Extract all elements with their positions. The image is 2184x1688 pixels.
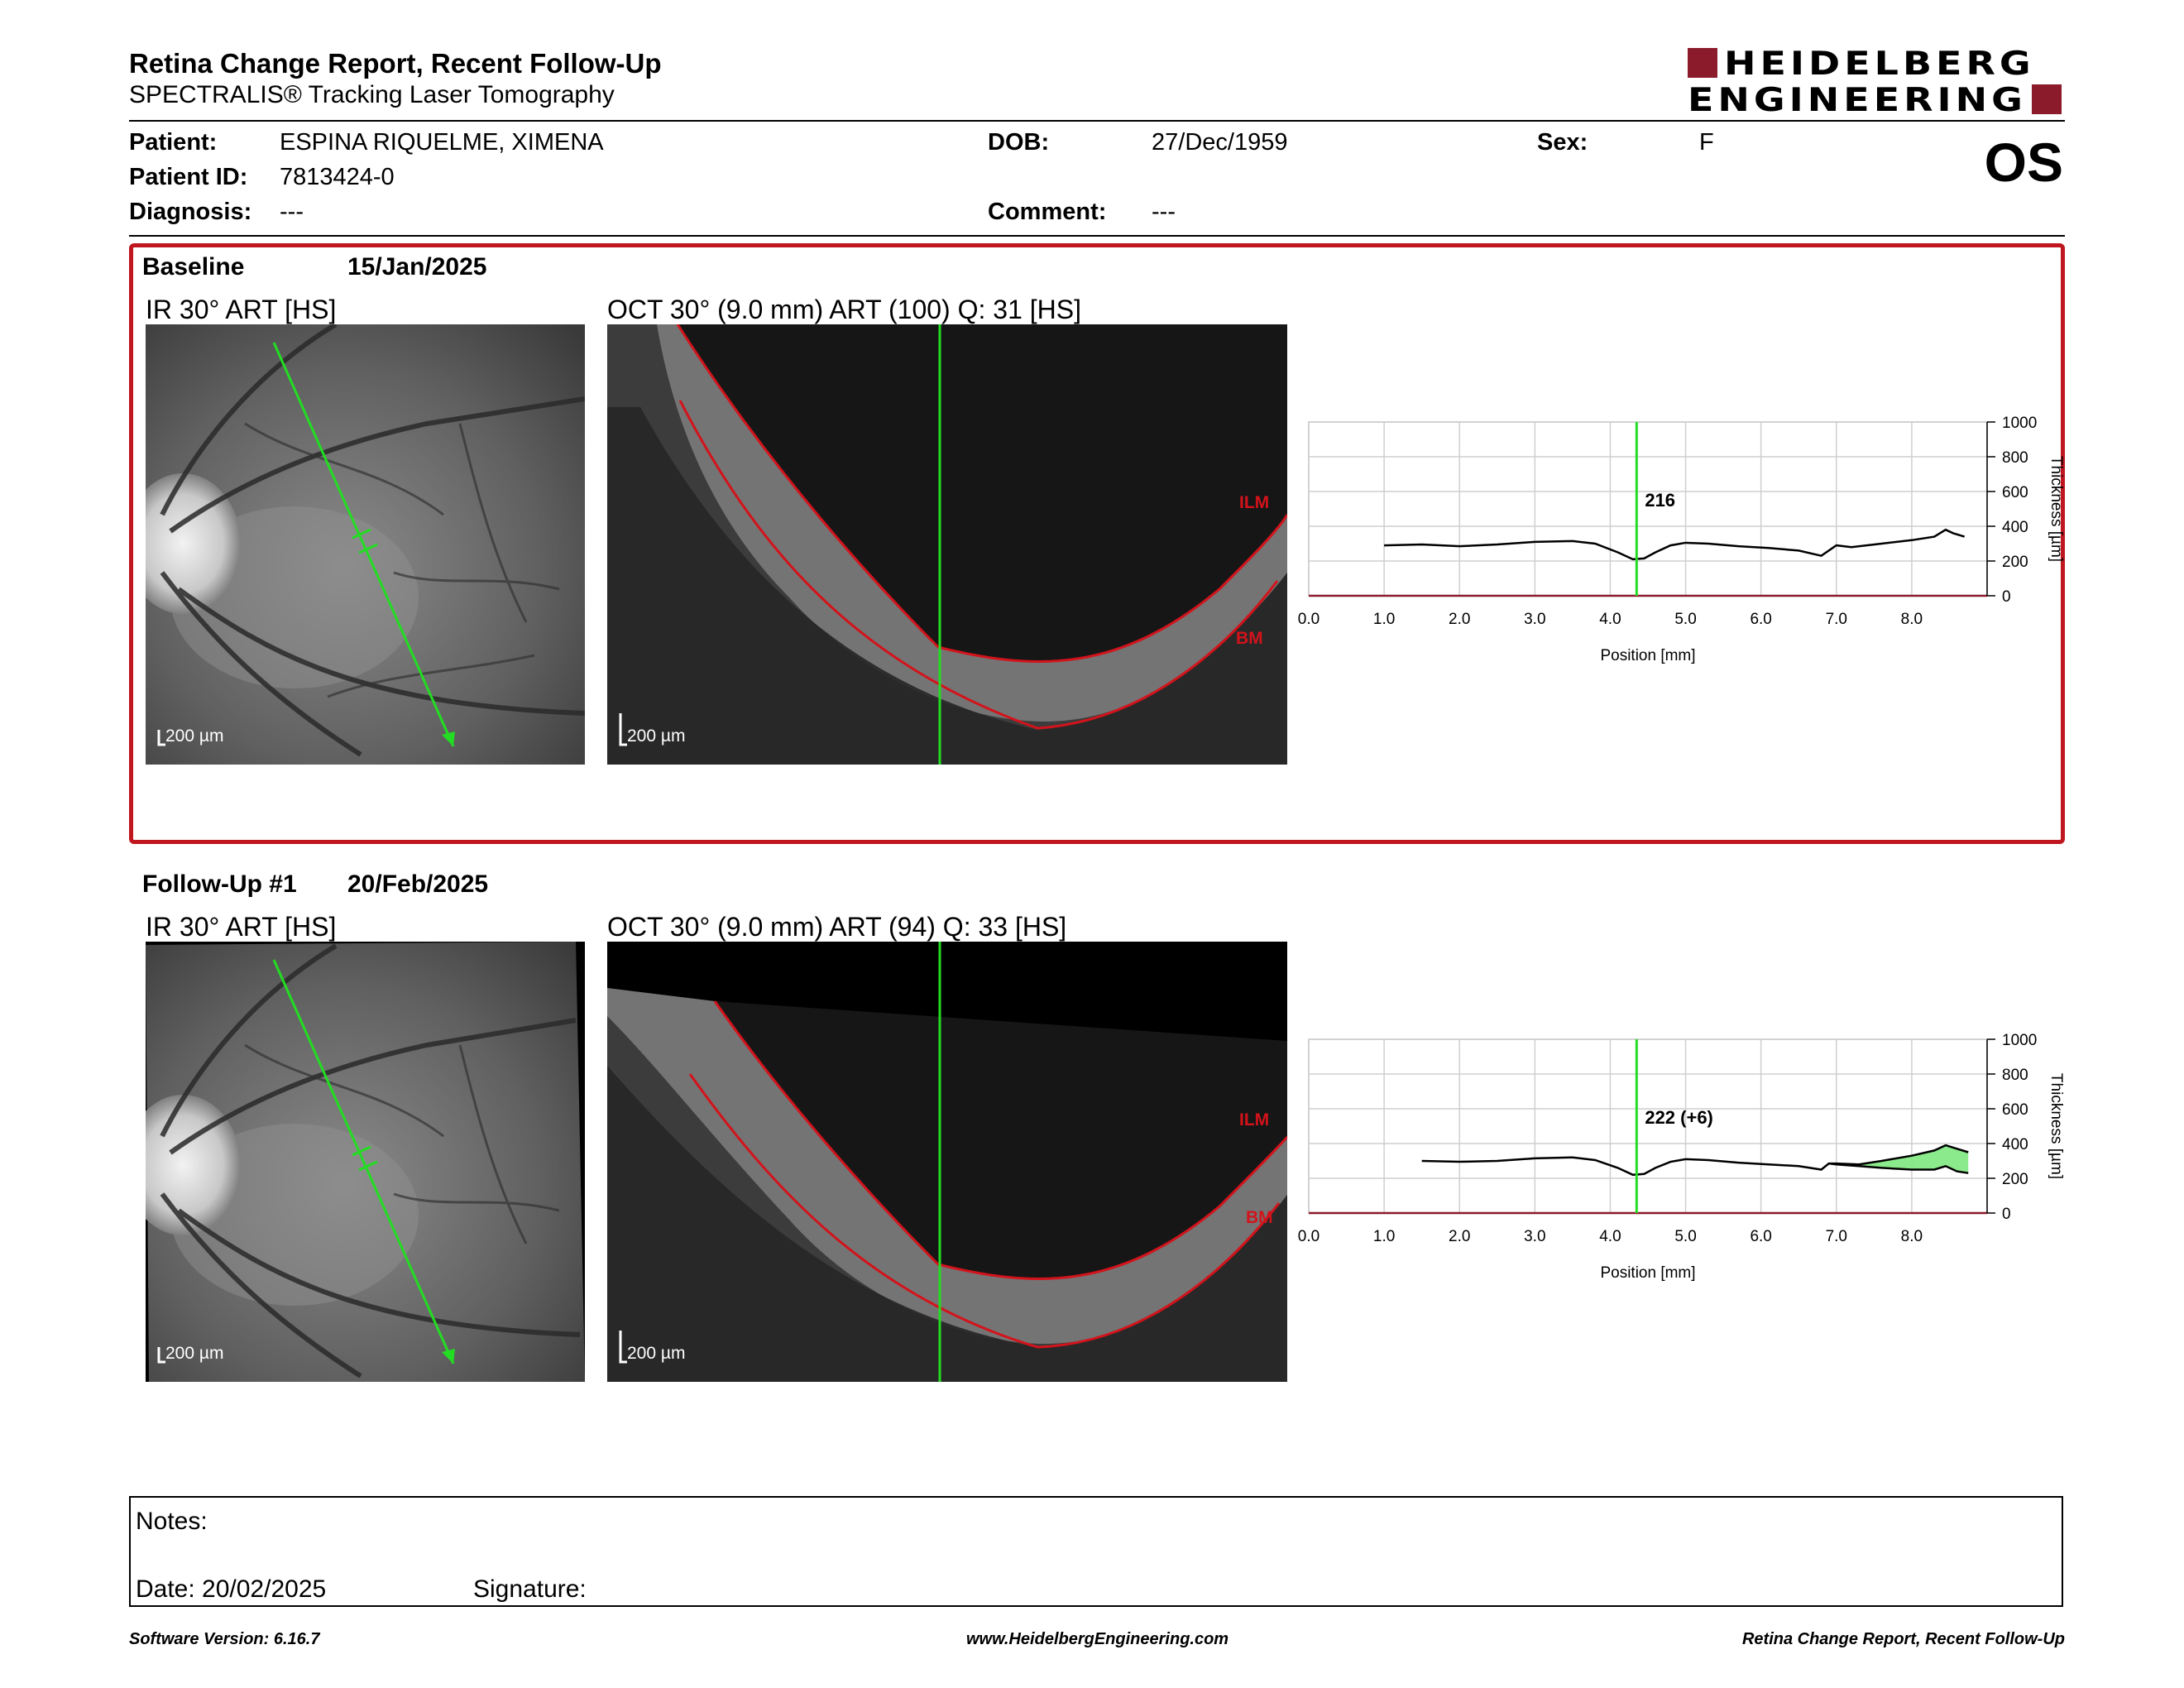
diagnosis-value: ---: [280, 199, 304, 225]
bm-line: [688, 1073, 1281, 1349]
logo-square-icon: [1688, 48, 1717, 78]
followup-ir-title: IR 30° ART [HS]: [146, 912, 337, 942]
x-tick-label: 1.0: [1373, 1228, 1395, 1245]
dob-label: DOB:: [988, 129, 1050, 156]
followup-date: 20/Feb/2025: [347, 870, 489, 898]
y-tick-label: 800: [2002, 449, 2028, 467]
x-tick-label: 2.0: [1449, 1228, 1470, 1245]
followup-oct-title: OCT 30° (9.0 mm) ART (94) Q: 33 [HS]: [607, 912, 1067, 942]
thickness-readout: 222 (+6): [1645, 1107, 1713, 1128]
footer-report-name: Retina Change Report, Recent Follow-Up: [1741, 1630, 2065, 1648]
x-tick-label: 4.0: [1599, 1228, 1621, 1245]
sex-label: Sex:: [1537, 129, 1588, 156]
scan-line: [272, 342, 455, 747]
y-tick-label: 400: [2002, 1136, 2028, 1153]
bm-line: [678, 400, 1279, 730]
x-axis-label: Position [mm]: [1600, 1264, 1695, 1282]
logo: HEIDELBERG: [1688, 46, 2035, 79]
x-tick-label: 4.0: [1599, 611, 1621, 628]
eye-indicator: OS: [1984, 132, 2063, 193]
patient-label: Patient:: [129, 129, 218, 156]
logo-second-row: ENGINEERING: [1688, 83, 2062, 116]
ilm-line: [713, 1000, 1287, 1280]
plot-area: [1308, 1038, 1988, 1214]
x-tick-label: 3.0: [1524, 1228, 1545, 1245]
sex-value: F: [1699, 129, 1714, 156]
x-tick-label: 2.0: [1449, 611, 1470, 628]
baseline-ir-image[interactable]: 200 µm: [146, 324, 585, 765]
logo-square-icon: [2031, 84, 2062, 114]
x-tick-label: 5.0: [1674, 1228, 1696, 1245]
x-tick-label: 6.0: [1750, 1228, 1771, 1245]
followup-thickness-chart[interactable]: 0 200 400 600 800 1000 0.0 1.0 2.0 3.0 4.0 5.0 6.0 7.…: [1291, 1023, 2085, 1304]
followup-ir-image[interactable]: 200 µm: [146, 942, 585, 1382]
x-tick-label: 6.0: [1750, 611, 1771, 628]
y-tick-label: 600: [2002, 1101, 2028, 1119]
patient-divider: [129, 235, 2065, 237]
followup-ilm-label: ILM: [1239, 1110, 1270, 1129]
followup-label: Follow-Up #1: [142, 870, 297, 898]
x-tick-label: 3.0: [1524, 611, 1545, 628]
software-version: Software Version: 6.16.7: [129, 1630, 320, 1648]
thickness-readout: 216: [1645, 490, 1675, 511]
baseline-bm-label: BM: [1236, 629, 1263, 648]
thickness-series-line: [1421, 1144, 1969, 1177]
ilm-line: [676, 324, 1287, 663]
dob-value: 27/Dec/1959: [1152, 129, 1288, 156]
y-tick-label: 1000: [2002, 1032, 2037, 1049]
y-tick-label: 1000: [2002, 415, 2037, 432]
y-tick-label: 0: [2002, 588, 2011, 606]
x-tick-label: 8.0: [1901, 1228, 1923, 1245]
thickness-series-line: [1384, 528, 1966, 561]
website-link[interactable]: www.HeidelbergEngineering.com: [966, 1630, 1229, 1648]
logo-line1: HEIDELBERG: [1724, 43, 2035, 83]
logo-line2: ENGINEERING: [1688, 79, 2027, 119]
y-tick-label: 200: [2002, 1171, 2028, 1188]
header-divider: [129, 120, 2065, 122]
baseline-ir-scale: 200 µm: [165, 727, 224, 746]
x-tick-label: 0.0: [1298, 611, 1320, 628]
comment-value: ---: [1152, 199, 1176, 225]
y-tick-label: 200: [2002, 554, 2028, 571]
baseline-oct-title: OCT 30° (9.0 mm) ART (100) Q: 31 [HS]: [607, 295, 1081, 324]
notes-label: Notes:: [136, 1508, 208, 1535]
baseline-label: Baseline: [142, 253, 245, 281]
baseline-thickness-chart[interactable]: 0 200 400 600 800 1000 0.0 1.0 2.0 3.0 4.0 5.0 6.0 7.…: [1291, 405, 2085, 687]
followup-oct-scale: 200 µm: [627, 1344, 686, 1363]
patient-id-label: Patient ID:: [129, 164, 248, 190]
signature-label: Signature:: [473, 1575, 587, 1603]
x-tick-label: 8.0: [1901, 611, 1923, 628]
x-tick-label: 1.0: [1373, 611, 1395, 628]
followup-ir-scale: 200 µm: [165, 1344, 224, 1363]
diagnosis-label: Diagnosis:: [129, 199, 252, 225]
x-tick-label: 5.0: [1674, 611, 1696, 628]
followup-bm-label: BM: [1246, 1208, 1273, 1227]
report-subtitle: SPECTRALIS® Tracking Laser Tomography: [129, 81, 615, 108]
y-axis-label: Thickness [µm]: [2048, 456, 2065, 562]
y-tick-label: 800: [2002, 1067, 2028, 1084]
x-tick-label: 7.0: [1826, 1228, 1847, 1245]
date-label: Date: 20/02/2025: [136, 1575, 327, 1603]
patient-id: 7813424-0: [280, 164, 395, 190]
baseline-highlight-box: [129, 243, 2065, 844]
thickness-series-line: [1828, 1162, 1969, 1174]
y-axis-label: Thickness [µm]: [2048, 1073, 2065, 1179]
comment-label: Comment:: [988, 199, 1107, 225]
scan-line: [272, 959, 455, 1364]
baseline-ir-title: IR 30° ART [HS]: [146, 295, 337, 324]
x-tick-label: 7.0: [1826, 611, 1847, 628]
y-tick-label: 0: [2002, 1206, 2011, 1223]
y-tick-label: 400: [2002, 519, 2028, 536]
y-tick-label: 600: [2002, 484, 2028, 501]
notes-box[interactable]: Notes: Date: 20/02/2025 Signature:: [129, 1496, 2063, 1607]
baseline-date: 15/Jan/2025: [347, 253, 487, 281]
x-axis-label: Position [mm]: [1600, 647, 1695, 664]
baseline-oct-image[interactable]: ILM BM 200 µm: [607, 324, 1287, 765]
baseline-ilm-label: ILM: [1239, 493, 1270, 512]
baseline-oct-scale: 200 µm: [627, 727, 686, 746]
x-tick-label: 0.0: [1298, 1228, 1320, 1245]
report-title: Retina Change Report, Recent Follow-Up: [129, 48, 662, 79]
followup-oct-image[interactable]: ILM BM 200 µm: [607, 942, 1287, 1382]
patient-name: ESPINA RIQUELME, XIMENA: [280, 129, 604, 156]
